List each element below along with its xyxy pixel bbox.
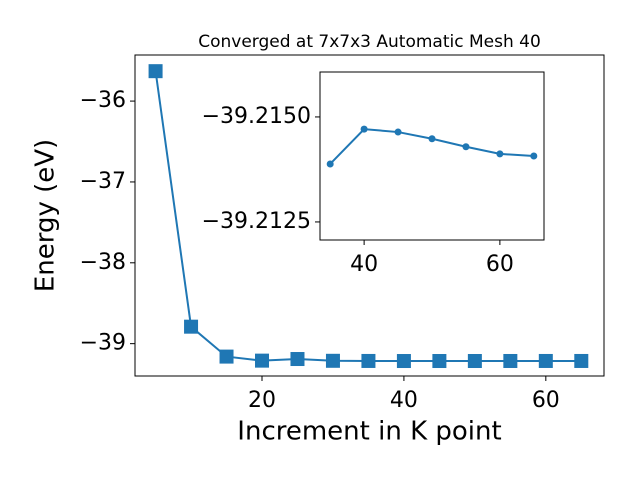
marker	[428, 135, 436, 143]
y-tick-label: −36	[80, 88, 126, 113]
marker	[394, 128, 402, 136]
marker	[538, 353, 553, 368]
marker	[462, 143, 470, 151]
marker	[396, 354, 411, 369]
y-axis-label: Energy (eV)	[31, 139, 61, 292]
chart-title: Converged at 7x7x3 Automatic Mesh 40	[198, 32, 541, 52]
marker	[360, 125, 368, 133]
x-tick-label: 20	[248, 388, 276, 413]
y-tick-label: −38	[80, 250, 126, 275]
x-tick-label: 40	[350, 252, 378, 277]
marker	[255, 353, 270, 368]
x-axis-label: Increment in K point	[237, 417, 501, 447]
x-tick-label: 60	[532, 388, 560, 413]
marker	[325, 353, 340, 368]
marker	[326, 160, 334, 168]
y-tick-label: −37	[80, 169, 126, 194]
y-tick-label: −39	[80, 331, 126, 356]
plot-area	[319, 71, 545, 241]
y-tick-label: −39.2125	[202, 209, 311, 234]
marker	[219, 349, 234, 364]
marker	[148, 64, 163, 79]
marker	[184, 319, 199, 334]
marker	[432, 354, 447, 369]
marker	[530, 152, 538, 160]
x-tick-label: 40	[390, 388, 418, 413]
marker	[290, 352, 305, 367]
marker	[496, 150, 504, 158]
marker	[503, 353, 518, 368]
y-tick-label: −39.2150	[202, 104, 311, 129]
marker	[467, 354, 482, 369]
marker	[574, 353, 589, 368]
x-tick-label: 60	[486, 252, 514, 277]
marker	[361, 353, 376, 368]
